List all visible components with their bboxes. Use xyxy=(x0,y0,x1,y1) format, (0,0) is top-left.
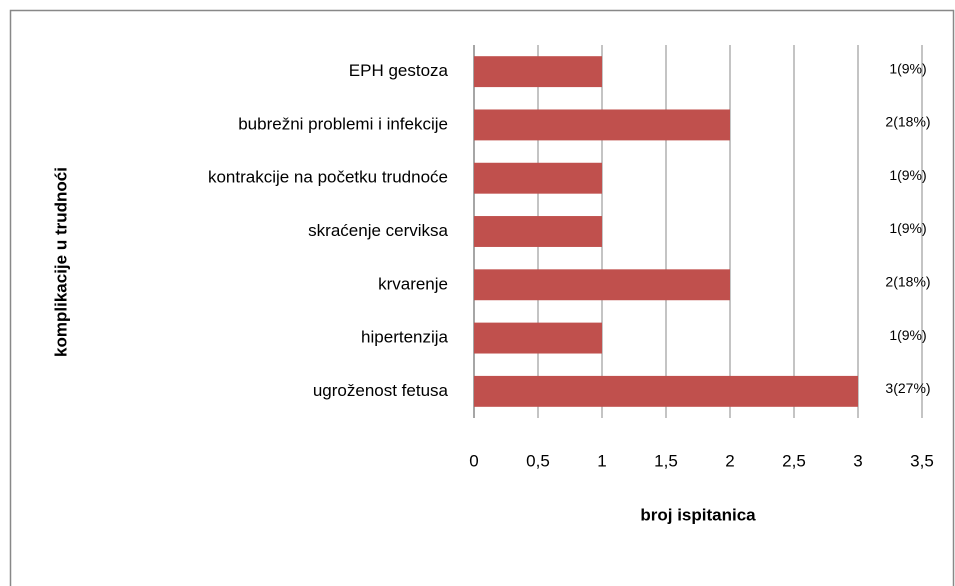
y-tick-label: bubrežni problemi i infekcije xyxy=(238,114,448,133)
y-tick-label: krvarenje xyxy=(378,274,448,293)
x-tick-label: 3 xyxy=(853,451,862,470)
bar xyxy=(474,375,858,407)
value-label: 2(18%) xyxy=(885,273,930,289)
value-label: 1(9%) xyxy=(889,60,926,76)
value-label: 1(9%) xyxy=(889,167,926,183)
x-tick-label: 2,5 xyxy=(782,451,806,470)
bar xyxy=(474,56,602,88)
bar xyxy=(474,109,730,141)
y-tick-label: kontrakcije na početku trudnoće xyxy=(208,168,448,187)
x-tick-label: 1,5 xyxy=(654,451,678,470)
x-tick-label: 1 xyxy=(597,451,606,470)
y-tick-label: hipertenzija xyxy=(361,328,448,347)
x-tick-label: 2 xyxy=(725,451,734,470)
bar xyxy=(474,269,730,301)
x-tick-label: 0 xyxy=(469,451,478,470)
x-axis-title: broj ispitanica xyxy=(640,505,756,524)
x-tick-label: 3,5 xyxy=(910,451,934,470)
x-tick-label: 0,5 xyxy=(526,451,550,470)
value-label: 3(27%) xyxy=(885,380,930,396)
bar xyxy=(474,162,602,194)
value-label: 2(18%) xyxy=(885,114,930,130)
bar xyxy=(474,322,602,354)
y-axis-title: komplikacije u trudnoći xyxy=(51,167,70,357)
y-tick-label: skraćenje cerviksa xyxy=(308,221,448,240)
bar xyxy=(474,216,602,247)
y-tick-label: ugroženost fetusa xyxy=(313,381,449,400)
value-label: 1(9%) xyxy=(889,327,926,343)
y-tick-label: EPH gestoza xyxy=(349,61,449,80)
value-label: 1(9%) xyxy=(889,220,926,236)
